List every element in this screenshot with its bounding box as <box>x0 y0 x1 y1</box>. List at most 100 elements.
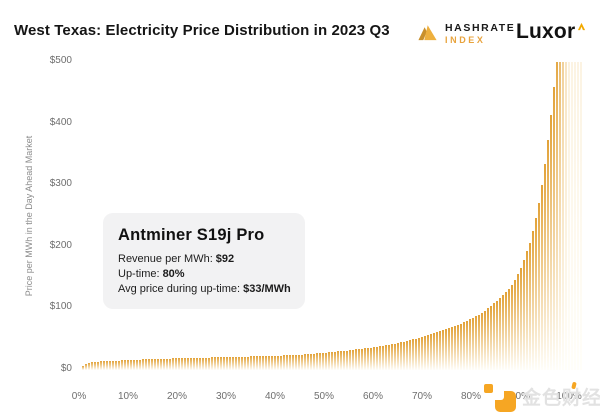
price-bar <box>214 357 216 370</box>
price-bar <box>532 230 534 370</box>
price-bar <box>529 242 531 370</box>
price-bar <box>226 357 228 370</box>
price-bar <box>544 164 546 370</box>
tooltip-value: 80% <box>162 268 185 280</box>
luxor-caret-icon <box>577 18 586 36</box>
y-axis-title: Price per MWh in the Day Ahead Market <box>24 135 34 297</box>
price-bar <box>367 347 369 370</box>
hashrate-wordmark: HASHRATE INDEX <box>445 23 515 45</box>
price-bar <box>253 356 255 370</box>
price-bar <box>259 356 261 370</box>
price-bar <box>316 353 318 370</box>
price-bar <box>187 358 189 370</box>
price-bar <box>433 333 435 370</box>
price-bar <box>109 360 111 370</box>
price-bar <box>490 305 492 370</box>
price-bar <box>313 353 315 370</box>
price-bar <box>133 359 135 370</box>
price-bar <box>148 359 150 370</box>
price-bar <box>505 291 507 370</box>
price-bar <box>559 62 561 370</box>
price-bar <box>352 349 354 370</box>
price-bar <box>376 346 378 370</box>
price-bar <box>568 62 570 370</box>
price-bar <box>517 274 519 370</box>
price-bar <box>388 344 390 370</box>
tooltip-row-uptime: Up-time: 80% <box>118 267 290 282</box>
price-bar <box>115 360 117 370</box>
x-tick-label: 10% <box>117 391 139 402</box>
price-bar <box>232 356 234 370</box>
tooltip-label: Revenue per MWh: <box>118 253 213 265</box>
price-bar <box>409 340 411 370</box>
price-bar <box>577 62 579 370</box>
price-bar <box>493 303 495 370</box>
price-bar <box>346 350 348 370</box>
price-bar <box>274 355 276 370</box>
hashrate-triangle-icon <box>416 21 439 48</box>
price-bar <box>556 62 558 370</box>
price-bar <box>154 358 156 370</box>
price-bar <box>526 251 528 370</box>
price-bar <box>481 313 483 370</box>
price-bar <box>340 351 342 370</box>
price-bar <box>220 357 222 370</box>
price-bar <box>424 336 426 370</box>
price-bar <box>298 354 300 370</box>
price-bar <box>247 356 249 370</box>
price-bar <box>334 351 336 370</box>
price-bar <box>265 356 267 370</box>
price-bar <box>391 344 393 370</box>
price-bar <box>211 357 213 370</box>
luxor-wordmark: Luxor <box>516 20 576 43</box>
price-bar <box>160 358 162 370</box>
price-bar <box>523 259 525 370</box>
x-tick-label: 80% <box>460 391 482 402</box>
price-bar <box>94 361 96 370</box>
price-bar <box>457 324 459 370</box>
price-bar <box>379 346 381 370</box>
price-bar <box>442 330 444 370</box>
y-tick-label: $100 <box>49 301 72 313</box>
price-bar <box>508 288 510 370</box>
price-bar <box>136 359 138 370</box>
jinse-watermark: 金色财经 <box>484 380 600 413</box>
price-bar <box>238 356 240 370</box>
price-bar <box>571 62 573 370</box>
price-bar <box>85 363 87 370</box>
price-bar <box>373 347 375 370</box>
price-bar <box>244 356 246 370</box>
price-bar <box>403 341 405 370</box>
hashrate-index-logo: HASHRATE INDEX <box>416 21 515 48</box>
price-bar <box>199 357 201 370</box>
price-bar <box>574 62 576 370</box>
price-bar <box>118 360 120 370</box>
price-bar <box>196 357 198 370</box>
price-bar <box>466 320 468 370</box>
x-tick-label: 90% <box>509 391 531 402</box>
price-bar <box>319 353 321 370</box>
y-tick-label: $300 <box>49 178 72 190</box>
price-bar <box>418 337 420 370</box>
y-tick-label: $200 <box>49 239 72 251</box>
price-bar <box>88 362 90 370</box>
price-bar <box>124 360 126 370</box>
price-bar <box>97 361 99 370</box>
price-bar <box>169 358 171 370</box>
price-bar <box>439 331 441 370</box>
price-bar <box>283 355 285 370</box>
price-bar <box>499 297 501 370</box>
price-bar <box>121 360 123 370</box>
price-bar <box>430 334 432 370</box>
price-bar <box>271 355 273 370</box>
price-bar <box>496 300 498 370</box>
plot-area[interactable] <box>79 62 583 370</box>
y-tick-label: $500 <box>49 55 72 66</box>
x-tick-label: 60% <box>362 391 384 402</box>
price-bar <box>355 349 357 370</box>
tooltip-label: Avg price during up-time: <box>118 283 241 295</box>
price-bar <box>553 86 555 370</box>
page-title: West Texas: Electricity Price Distributi… <box>14 22 390 39</box>
price-bar <box>484 310 486 370</box>
price-bar <box>268 356 270 370</box>
